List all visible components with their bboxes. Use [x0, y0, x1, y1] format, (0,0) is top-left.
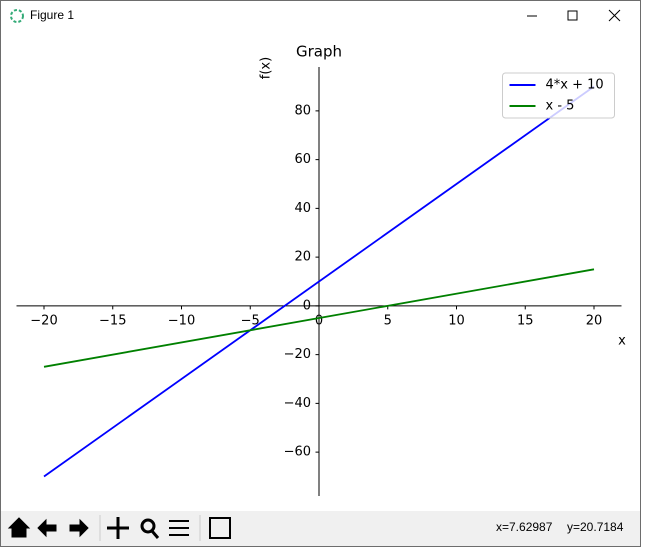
y-tick-label: 20 — [294, 250, 311, 265]
chart-title: Graph — [296, 43, 342, 61]
y-axis-label: f(x) — [259, 57, 274, 79]
line-series — [43, 85, 595, 478]
app-icon — [10, 9, 24, 23]
x-tick-label: 15 — [517, 313, 534, 328]
y-tick-label: 60 — [294, 152, 311, 167]
x-tick-label: 10 — [448, 313, 465, 328]
save-button[interactable] — [209, 517, 231, 539]
x-tick-label: −5 — [241, 313, 260, 328]
legend: 4*x + 10 x - 5 — [502, 72, 615, 119]
configure-button[interactable] — [169, 520, 189, 536]
x-tick-label: −10 — [168, 313, 195, 328]
window-title: Figure 1 — [30, 8, 74, 22]
y-tick-label: 40 — [294, 201, 311, 216]
y-tick-label: −60 — [284, 445, 311, 460]
y-tick-label: −40 — [284, 396, 311, 411]
status-x: x=7.62987 — [496, 520, 553, 534]
close-button[interactable] — [608, 9, 621, 22]
zoom-button[interactable] — [140, 518, 156, 534]
home-button[interactable] — [7, 517, 31, 538]
back-button[interactable] — [37, 518, 57, 538]
maximize-button[interactable] — [567, 10, 578, 21]
toolbar-buttons — [7, 515, 231, 541]
legend-label: x - 5 — [546, 99, 575, 114]
x-tick-label: 20 — [586, 313, 603, 328]
x-tick-label: −15 — [99, 313, 126, 328]
y-tick-label: 80 — [294, 103, 311, 118]
zoom-handle — [150, 530, 160, 539]
x-tick-label: 0 — [315, 313, 323, 328]
pan-button[interactable] — [107, 517, 129, 539]
x-tick-label: 5 — [384, 313, 392, 328]
x-axis-label: x — [618, 334, 626, 349]
x-tick-label: −20 — [30, 313, 57, 328]
y-tick-label: 0 — [303, 298, 311, 313]
forward-button[interactable] — [69, 518, 89, 538]
y-tick-label: −20 — [284, 347, 311, 362]
legend-label: 4*x + 10 — [546, 78, 604, 93]
line-series — [43, 268, 595, 368]
status-y: y=20.7184 — [567, 520, 624, 534]
